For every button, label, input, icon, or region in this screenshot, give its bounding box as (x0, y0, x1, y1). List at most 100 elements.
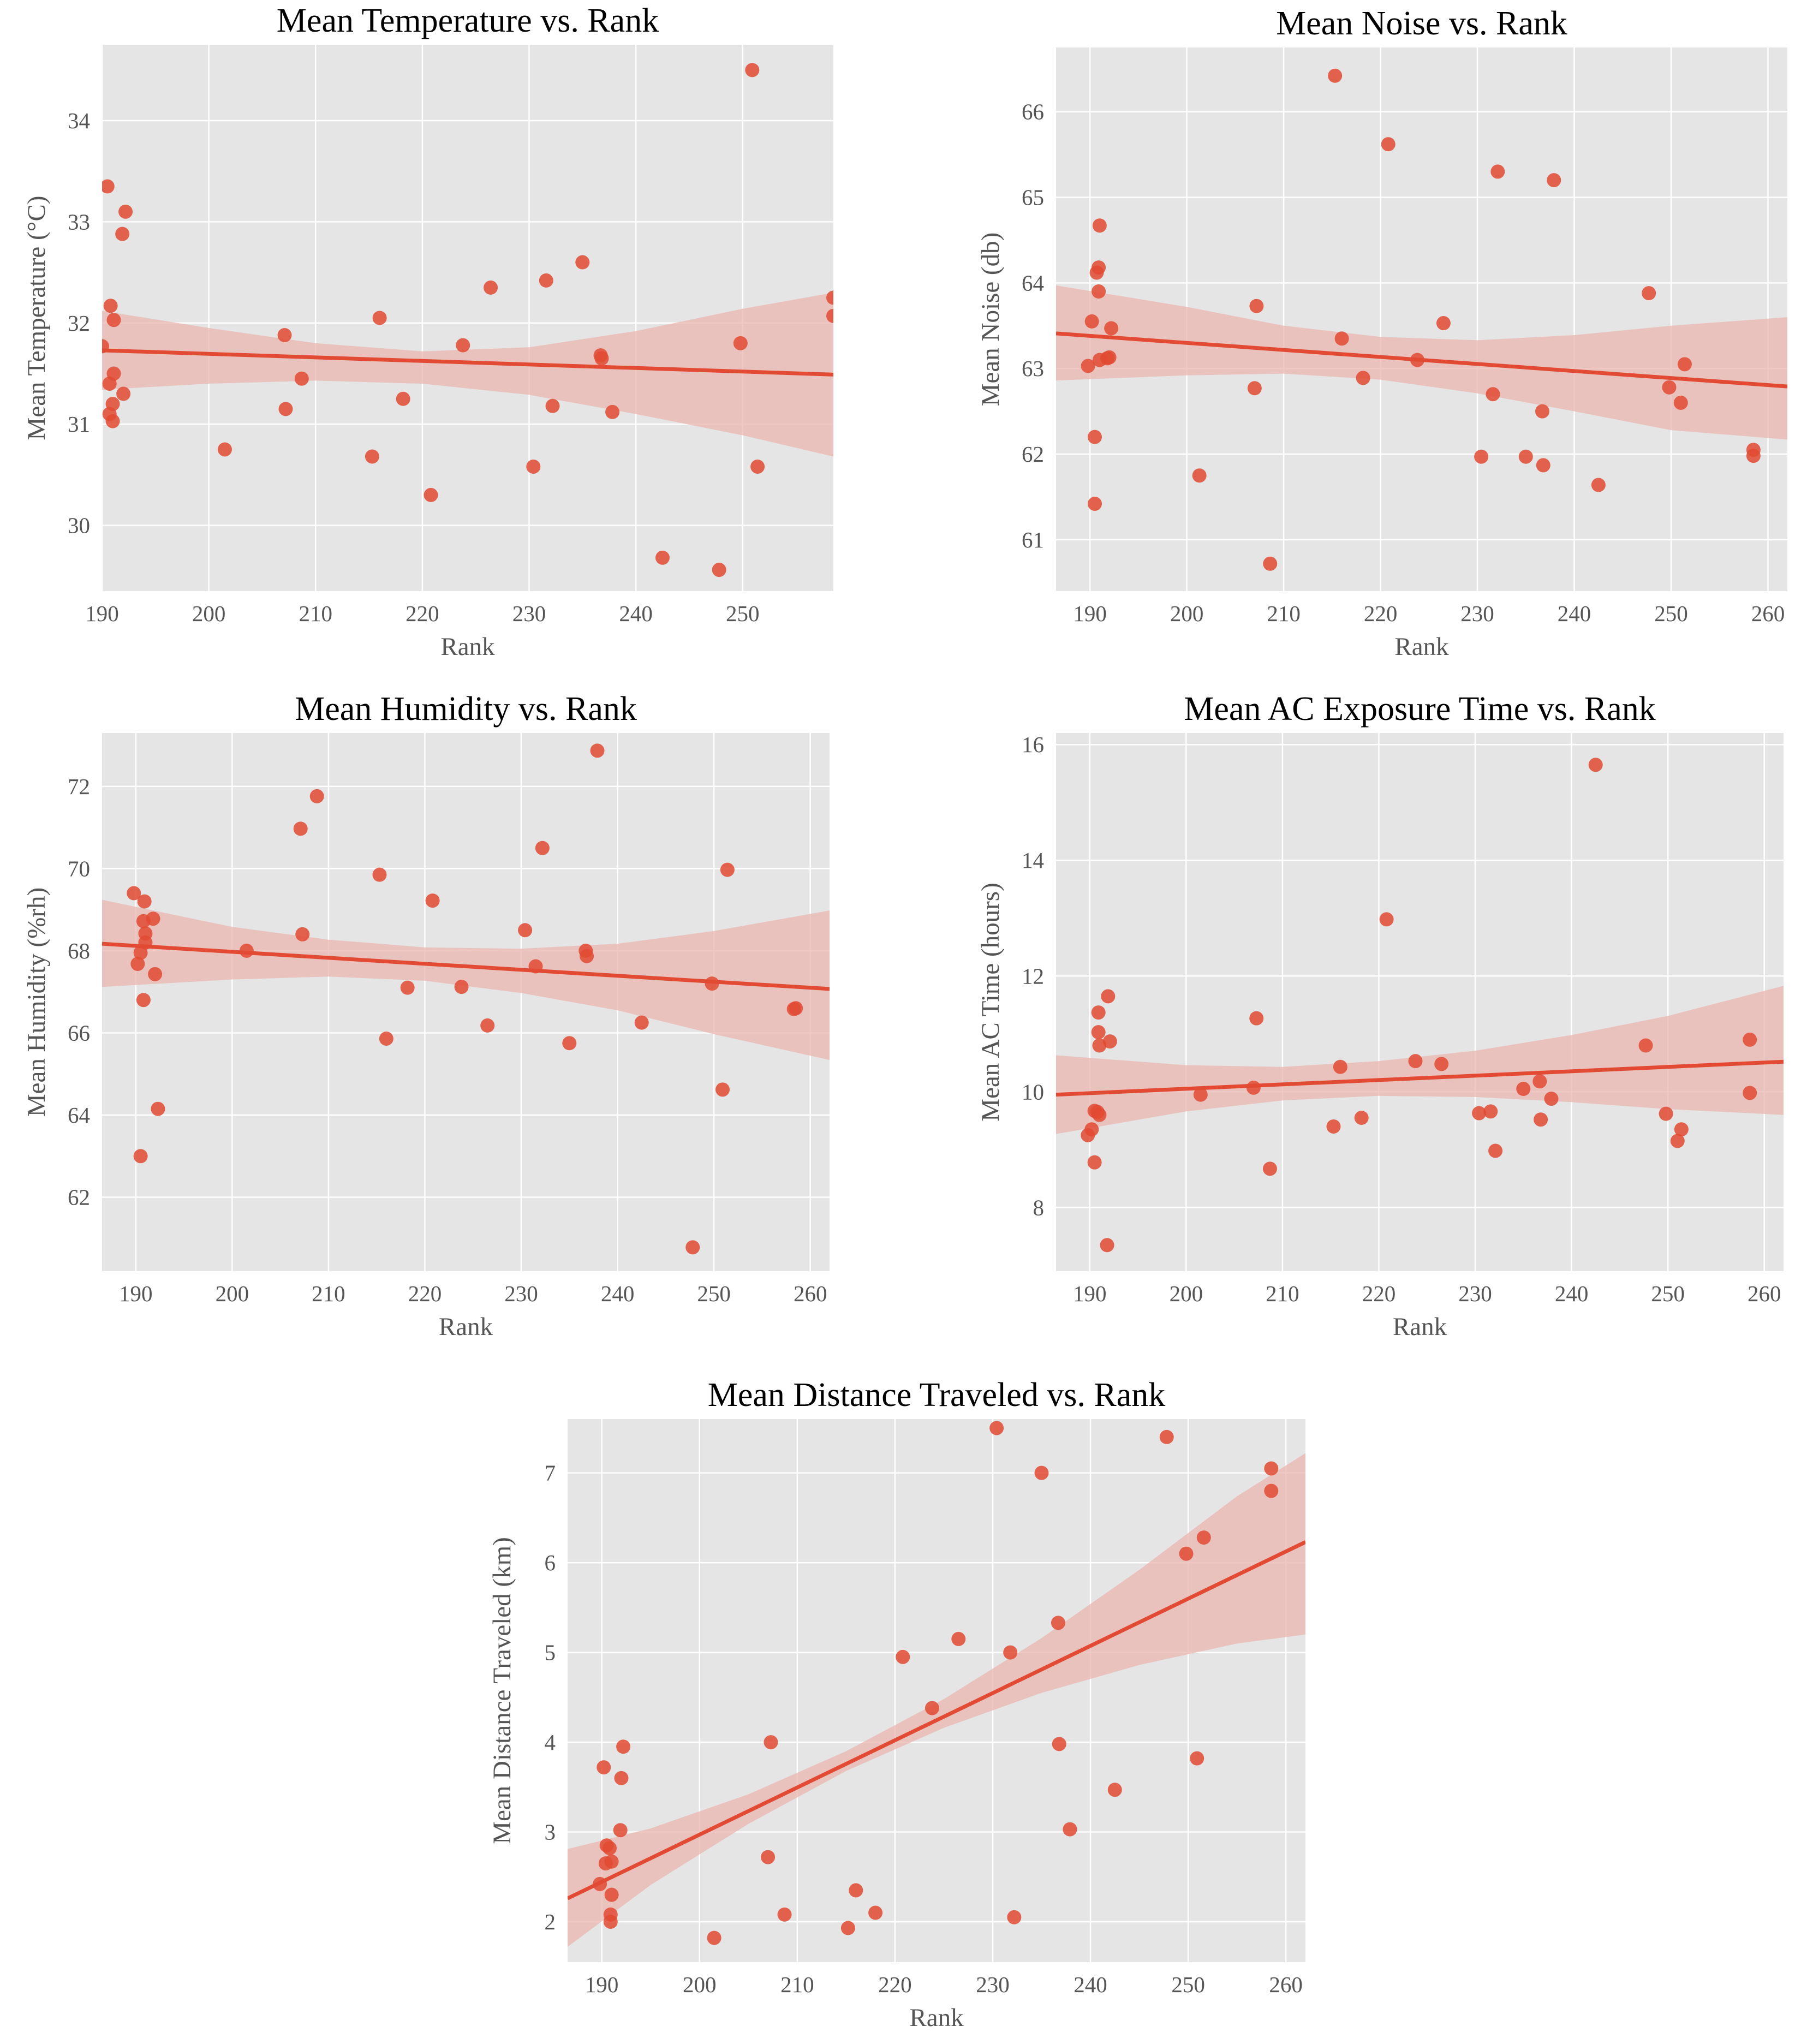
data-point (720, 862, 735, 877)
data-point (1092, 218, 1107, 233)
data-point (1084, 314, 1099, 329)
data-point (545, 398, 560, 413)
data-point (1483, 1104, 1498, 1119)
data-point (1434, 1057, 1449, 1071)
x-tick-label: 240 (1074, 1972, 1107, 1997)
x-tick-label: 230 (976, 1972, 1010, 1997)
data-point (1100, 1238, 1114, 1253)
x-tick-label: 210 (1267, 601, 1301, 626)
data-point (1334, 331, 1349, 346)
x-tick-label: 190 (1073, 601, 1107, 626)
data-point (604, 1887, 619, 1902)
confidence-band (568, 1453, 1305, 1947)
y-tick-label: 68 (68, 938, 90, 963)
data-point (868, 1905, 883, 1920)
data-point (116, 386, 131, 401)
data-point (761, 1850, 776, 1864)
y-axis-label: Mean Temperature (°C) (22, 196, 51, 440)
data-point (1007, 1910, 1022, 1924)
data-point (655, 550, 670, 565)
data-point (1087, 430, 1102, 444)
x-tick-label: 250 (1654, 601, 1688, 626)
data-point (826, 308, 833, 323)
x-tick-label: 200 (1170, 601, 1204, 626)
x-tick-label: 230 (512, 601, 546, 626)
data-point (604, 1854, 619, 1869)
x-tick-label: 220 (878, 1972, 912, 1997)
y-tick-label: 64 (68, 1103, 90, 1128)
x-axis-label: Rank (909, 2004, 964, 2032)
data-point (614, 1771, 629, 1785)
x-tick-label: 250 (1171, 1972, 1205, 1997)
data-point (1091, 1005, 1106, 1020)
x-tick-label: 240 (619, 601, 653, 626)
data-point (133, 1149, 148, 1164)
data-point (1063, 1822, 1077, 1837)
data-point (396, 391, 410, 406)
x-tick-label: 260 (1269, 1972, 1303, 1997)
data-point (1662, 380, 1677, 395)
regression-line (1056, 1059, 1784, 1097)
data-point (925, 1701, 939, 1715)
x-tick-label: 190 (119, 1281, 153, 1306)
data-point (1356, 371, 1370, 385)
data-point (1486, 387, 1500, 402)
x-axis-label: Rank (440, 633, 495, 661)
data-point (102, 179, 115, 194)
data-point (400, 980, 415, 995)
data-point (1190, 1751, 1204, 1766)
plot-area (1056, 733, 1784, 1271)
data-point (989, 1421, 1004, 1435)
data-point (951, 1631, 966, 1646)
data-point (715, 1082, 730, 1097)
y-tick-label: 14 (1022, 848, 1044, 873)
data-point (750, 459, 765, 474)
data-point (1534, 1112, 1548, 1127)
data-point (1547, 173, 1561, 188)
data-point (1263, 556, 1278, 571)
data-point (295, 927, 310, 941)
y-tick-label: 12 (1022, 963, 1044, 988)
data-point (1532, 1074, 1547, 1089)
data-point (1159, 1429, 1174, 1444)
x-tick-label: 200 (216, 1281, 249, 1306)
data-point (277, 328, 292, 343)
data-point (379, 1031, 393, 1046)
data-point (1677, 357, 1692, 372)
data-point (1247, 381, 1262, 396)
data-point (605, 404, 620, 419)
x-tick-label: 240 (1555, 1281, 1589, 1306)
data-point (217, 442, 232, 457)
data-point (1092, 1107, 1107, 1122)
data-point (1084, 1122, 1099, 1137)
data-point (1474, 449, 1489, 464)
data-point (597, 1760, 611, 1775)
data-point (1638, 1038, 1653, 1053)
x-tick-label: 240 (601, 1281, 635, 1306)
data-point (1101, 989, 1116, 1004)
data-point (1081, 359, 1095, 373)
x-tick-label: 230 (1460, 601, 1494, 626)
y-tick-label: 72 (68, 774, 90, 799)
data-point (480, 1018, 495, 1033)
x-tick-label: 210 (1266, 1281, 1299, 1306)
x-tick-label: 200 (683, 1972, 717, 1997)
regression-line (102, 348, 833, 377)
y-tick-label: 66 (68, 1020, 90, 1045)
data-point (103, 299, 118, 313)
chart-panel-2: 190 200 210 220 230 240 250 260 61 62 63 64 65 66 Mean… (976, 5, 1787, 661)
plot-area (568, 1419, 1305, 1962)
y-tick-label: 34 (68, 108, 90, 133)
y-tick-label: 62 (68, 1185, 90, 1210)
y-tick-label: 3 (545, 1820, 556, 1845)
x-axis-label: Rank (439, 1313, 493, 1341)
regression-line (102, 941, 830, 991)
confidence-band (102, 899, 830, 1060)
x-tick-label: 200 (192, 601, 226, 626)
x-tick-label: 220 (405, 601, 439, 626)
data-point (789, 1001, 803, 1016)
y-tick-label: 4 (545, 1730, 556, 1755)
y-axis-label: Mean AC Time (hours) (976, 883, 1005, 1121)
y-tick-label: 62 (1022, 442, 1044, 467)
y-tick-label: 16 (1022, 732, 1044, 757)
